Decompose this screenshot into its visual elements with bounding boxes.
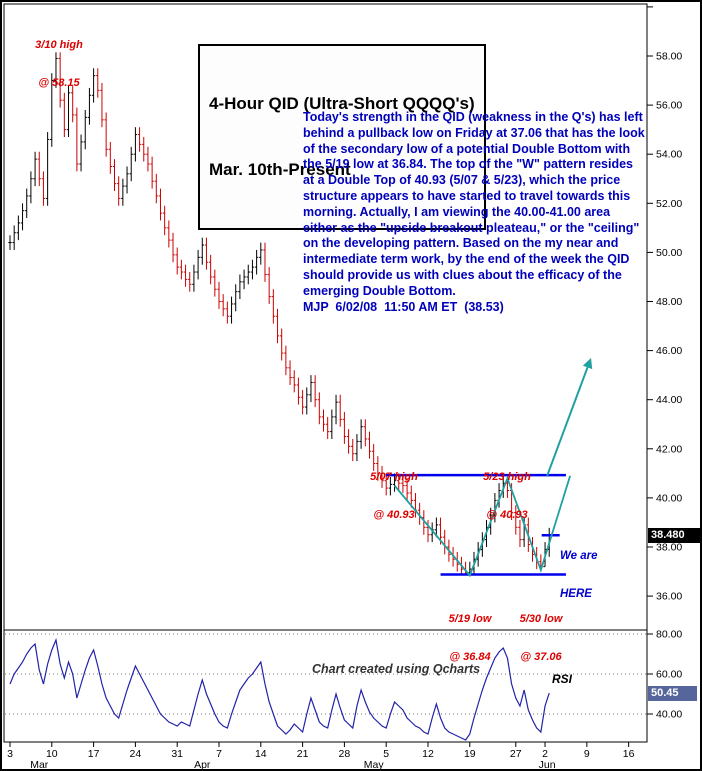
annotation-line: 5/23 high — [483, 471, 531, 483]
price-axis-label: 54.00 — [656, 149, 682, 161]
day-label: 21 — [297, 748, 309, 760]
annotation-line: 5/07 high — [370, 471, 418, 483]
month-label: Jun — [539, 759, 556, 771]
month-label: May — [364, 759, 385, 771]
day-label: 24 — [130, 748, 142, 760]
price-axis-label: 40.00 — [656, 492, 682, 504]
rsi-line — [9, 637, 550, 741]
annotation-5-07-high: 5/07 high @ 40.93 — [361, 446, 427, 546]
price-axis-label: 58.00 — [656, 51, 682, 63]
commentary-line: at a Double Top of 40.93 (5/07 & 5/23), … — [303, 173, 621, 188]
price-axis-label: 52.00 — [656, 198, 682, 210]
price-axis-label: 42.00 — [656, 443, 682, 455]
commentary-line: on the developing pattern. Based on the … — [303, 236, 619, 251]
annotation-line: @ 40.93 — [373, 508, 415, 521]
rsi-axis-label: 80.00 — [656, 629, 682, 641]
annotation-line: 5/19 low — [448, 613, 492, 625]
annotation-we-are-here: We are HERE — [560, 525, 612, 625]
commentary-line: structure appears to have started to tra… — [303, 188, 631, 203]
rsi-panel — [3, 629, 648, 743]
day-label: 27 — [510, 748, 522, 760]
commentary-line: emerging Double Bottom. — [303, 283, 456, 298]
price-axis-label: 38.00 — [656, 542, 682, 554]
day-label: 16 — [623, 748, 635, 760]
commentary-line: Today's strength in the QID (weakness in… — [303, 110, 643, 124]
price-axis-label: 56.00 — [656, 100, 682, 112]
price-axis-label: 46.00 — [656, 345, 682, 357]
commentary-line: the 5/19 low at 36.84. The top of the "W… — [303, 157, 633, 172]
price-axis-label: 44.00 — [656, 394, 682, 406]
annotation-3-10-high: 3/10 high @ 58.15 — [24, 14, 94, 114]
price-axis-label: 50.00 — [656, 247, 682, 259]
price-axis-label: 36.00 — [656, 591, 682, 603]
day-label: 7 — [216, 748, 222, 760]
commentary-line: MJP 6/02/08 11:50 AM ET (38.53) — [303, 299, 504, 314]
annotation-line: @ 36.84 — [449, 650, 491, 663]
projection-arrowhead — [582, 357, 593, 370]
annotation-line: HERE — [560, 587, 592, 600]
annotation-line: We are — [560, 550, 598, 562]
day-label: 3 — [7, 748, 13, 760]
commentary-line: either as the "upside breakout pleateau,… — [303, 220, 640, 235]
commentary-line: morning. Actually, I am viewing the 40.0… — [303, 204, 611, 219]
day-label: 14 — [255, 748, 267, 760]
day-label: 9 — [584, 748, 590, 760]
chart-title-line2: Mar. 10th-Present — [209, 160, 351, 179]
rsi-axis-label: 40.00 — [656, 709, 682, 721]
day-label: 19 — [464, 748, 476, 760]
commentary-line: of the secondary low of a potential Doub… — [303, 141, 631, 156]
price-axis-label: 48.00 — [656, 296, 682, 308]
month-label: Mar — [30, 759, 49, 771]
chart-title-line1: 4-Hour QID (Ultra-Short QQQQ's) — [209, 94, 475, 113]
day-label: 28 — [339, 748, 351, 760]
commentary-line: intermediate term work, by the end of th… — [303, 252, 630, 267]
day-label: 31 — [171, 748, 183, 760]
day-label: 2 — [542, 748, 548, 760]
annotation-5-19-low: 5/19 low @ 36.84 — [437, 588, 503, 688]
annotation-line: 3/10 high — [35, 39, 83, 51]
rsi-current-label: 50.45 — [648, 686, 697, 701]
month-label: Apr — [194, 759, 211, 771]
annotation-line: @ 37.06 — [520, 650, 562, 663]
day-label: 5 — [383, 748, 389, 760]
chart-title-box: 4-Hour QID (Ultra-Short QQQQ's) Mar. 10t… — [198, 44, 486, 230]
annotation-line: @ 40.93 — [486, 508, 528, 521]
annotation-line: @ 58.15 — [38, 76, 80, 89]
annotation-line: 5/30 low — [519, 613, 563, 625]
commentary-text: Today's strength in the QID (weakness in… — [303, 110, 645, 315]
commentary-line: should provide us with clues about the e… — [303, 267, 622, 282]
rsi-indicator-label: RSI — [552, 672, 573, 686]
day-label: 10 — [46, 748, 58, 760]
rsi-axis-label: 60.00 — [656, 669, 682, 681]
projection-arrow — [546, 366, 589, 477]
annotation-5-23-high: 5/23 high @ 40.93 — [474, 446, 540, 546]
current-price-label: 38.480 — [648, 528, 700, 543]
w-pattern-line — [393, 475, 571, 578]
watermark: Chart created using Qcharts — [312, 662, 481, 676]
annotation-5-30-low: 5/30 low @ 37.06 — [508, 588, 574, 688]
day-label: 17 — [88, 748, 100, 760]
commentary-line: behind a pullback low on Friday at 37.06… — [303, 125, 645, 140]
day-label: 12 — [422, 748, 434, 760]
